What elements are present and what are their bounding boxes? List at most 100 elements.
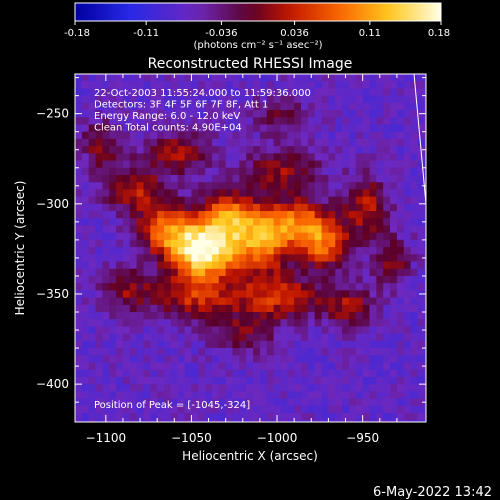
heatmap-cell: [170, 232, 179, 241]
heatmap-cell: [157, 319, 165, 328]
heatmap-cell: [205, 189, 213, 198]
heatmap-cell: [143, 153, 151, 162]
heatmap-cell: [232, 160, 240, 169]
heatmap-cell: [218, 131, 227, 140]
heatmap-cell: [95, 384, 103, 392]
heatmap-cell: [403, 326, 412, 335]
heatmap-cell: [177, 218, 186, 227]
heatmap-cell: [396, 160, 405, 169]
heatmap-cell: [396, 239, 405, 248]
heatmap-cell: [225, 218, 234, 227]
heatmap-cell: [376, 81, 384, 90]
heatmap-cell: [342, 211, 350, 219]
heatmap-cell: [307, 88, 316, 97]
heatmap-cell: [259, 167, 268, 176]
heatmap-cell: [390, 117, 398, 126]
heatmap-cell: [205, 110, 213, 118]
heatmap-cell: [218, 333, 227, 342]
heatmap-cell: [150, 304, 158, 313]
heatmap-cell: [396, 196, 405, 205]
heatmap-cell: [211, 189, 220, 198]
heatmap-cell: [198, 376, 206, 385]
heatmap-cell: [410, 333, 419, 342]
heatmap-cell: [205, 153, 213, 162]
heatmap-cell: [335, 81, 343, 90]
heatmap-cell: [335, 167, 343, 176]
heatmap-cell: [280, 398, 288, 407]
heatmap-cell: [150, 110, 158, 118]
heatmap-cell: [164, 261, 172, 270]
heatmap-cell: [184, 268, 193, 277]
heatmap-cell: [246, 211, 254, 219]
heatmap-cell: [355, 275, 364, 284]
heatmap-cell: [164, 95, 172, 104]
heatmap-cell: [335, 196, 343, 205]
heatmap-cell: [424, 268, 426, 277]
heatmap-cell: [246, 174, 254, 183]
heatmap-cell: [75, 391, 83, 400]
heatmap-cell: [239, 384, 247, 392]
heatmap-cell: [328, 376, 336, 385]
heatmap-cell: [95, 326, 103, 335]
heatmap-cell: [81, 225, 90, 234]
heatmap-cell: [225, 174, 234, 183]
heatmap-cell: [246, 283, 254, 291]
heatmap-cell: [232, 391, 240, 400]
heatmap-cell: [280, 146, 288, 154]
heatmap-cell: [116, 225, 124, 234]
heatmap-cell: [177, 254, 186, 263]
heatmap-cell: [335, 420, 343, 422]
heatmap-cell: [116, 384, 124, 392]
heatmap-cell: [88, 376, 97, 385]
heatmap-cell: [164, 384, 172, 392]
heatmap-cell: [122, 391, 131, 400]
heatmap-cell: [280, 232, 288, 241]
heatmap-cell: [122, 174, 131, 183]
heatmap-cell: [232, 412, 240, 421]
heatmap-cell: [122, 340, 131, 349]
heatmap-cell: [410, 391, 419, 400]
heatmap-cell: [294, 117, 302, 126]
heatmap-cell: [88, 160, 97, 169]
heatmap-cell: [170, 131, 179, 140]
heatmap-cell: [129, 369, 138, 378]
heatmap-cell: [314, 319, 323, 328]
heatmap-cell: [301, 124, 309, 133]
heatmap-cell: [184, 182, 193, 190]
heatmap-cell: [170, 362, 179, 371]
heatmap-cell: [191, 319, 199, 328]
heatmap-cell: [184, 88, 193, 97]
heatmap-cell: [116, 110, 124, 118]
heatmap-cell: [335, 102, 343, 111]
heatmap-cell: [403, 131, 412, 140]
heatmap-cell: [390, 348, 398, 356]
heatmap-cell: [122, 189, 131, 198]
heatmap-cell: [362, 369, 371, 378]
heatmap-cell: [232, 189, 240, 198]
heatmap-cell: [95, 131, 103, 140]
heatmap-cell: [321, 376, 330, 385]
heatmap-cell: [376, 333, 384, 342]
heatmap-cell: [143, 88, 151, 97]
heatmap-cell: [259, 268, 268, 277]
heatmap-cell: [342, 369, 350, 378]
heatmap-cell: [376, 203, 384, 212]
heatmap-cell: [328, 189, 336, 198]
heatmap-cell: [369, 146, 377, 154]
heatmap-cell: [184, 348, 193, 356]
heatmap-cell: [396, 420, 405, 422]
heatmap-cell: [143, 160, 151, 169]
heatmap-cell: [109, 362, 117, 371]
heatmap-cell: [75, 312, 83, 320]
heatmap-cell: [88, 283, 97, 291]
heatmap-cell: [246, 376, 254, 385]
heatmap-cell: [417, 153, 425, 162]
heatmap-cell: [211, 102, 220, 111]
heatmap-cell: [266, 290, 275, 299]
heatmap-cell: [191, 275, 199, 284]
heatmap-cell: [122, 160, 131, 169]
heatmap-cell: [136, 131, 145, 140]
heatmap-cell: [294, 355, 302, 364]
heatmap-cell: [136, 146, 145, 154]
heatmap-cell: [348, 283, 357, 291]
